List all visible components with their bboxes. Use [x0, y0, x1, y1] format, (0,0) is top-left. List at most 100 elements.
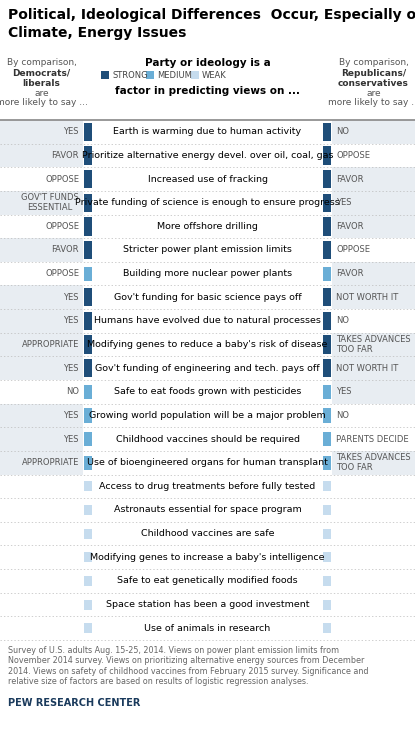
Text: Gov't funding for basic science pays off: Gov't funding for basic science pays off	[114, 293, 301, 302]
FancyBboxPatch shape	[332, 333, 415, 357]
Text: Childhood vaccines should be required: Childhood vaccines should be required	[115, 434, 300, 443]
Text: YES: YES	[336, 388, 352, 397]
FancyBboxPatch shape	[0, 428, 83, 451]
FancyBboxPatch shape	[323, 123, 331, 141]
Text: WEAK: WEAK	[202, 71, 227, 79]
FancyBboxPatch shape	[0, 120, 83, 143]
Text: Survey of U.S. adults Aug. 15-25, 2014. Views on power plant emission limits fro: Survey of U.S. adults Aug. 15-25, 2014. …	[8, 646, 369, 686]
FancyBboxPatch shape	[84, 481, 92, 492]
Text: YES: YES	[63, 293, 79, 302]
Text: Modifying genes to reduce a baby's risk of disease: Modifying genes to reduce a baby's risk …	[87, 340, 328, 349]
Text: FAVOR: FAVOR	[336, 222, 364, 231]
Text: Astronauts essential for space program: Astronauts essential for space program	[114, 505, 301, 514]
FancyBboxPatch shape	[332, 286, 415, 309]
Text: OPPOSE: OPPOSE	[45, 175, 79, 183]
FancyBboxPatch shape	[323, 505, 331, 515]
FancyBboxPatch shape	[84, 624, 92, 633]
FancyBboxPatch shape	[323, 599, 331, 609]
Text: Use of animals in research: Use of animals in research	[144, 624, 271, 633]
FancyBboxPatch shape	[101, 71, 109, 79]
FancyBboxPatch shape	[323, 194, 331, 212]
FancyBboxPatch shape	[332, 191, 415, 215]
FancyBboxPatch shape	[323, 624, 331, 633]
FancyBboxPatch shape	[84, 409, 92, 422]
FancyBboxPatch shape	[323, 432, 331, 446]
FancyBboxPatch shape	[146, 71, 154, 79]
Text: By comparison,: By comparison,	[339, 58, 408, 67]
Text: FAVOR: FAVOR	[51, 151, 79, 160]
FancyBboxPatch shape	[84, 288, 92, 306]
Text: NO: NO	[336, 127, 349, 136]
Text: Private funding of science is enough to ensure progress: Private funding of science is enough to …	[75, 198, 340, 207]
FancyBboxPatch shape	[84, 336, 92, 354]
Text: PARENTS DECIDE: PARENTS DECIDE	[336, 434, 409, 443]
Text: YES: YES	[336, 198, 352, 207]
Text: Climate, Energy Issues: Climate, Energy Issues	[8, 26, 186, 40]
FancyBboxPatch shape	[84, 217, 92, 235]
Text: PEW RESEARCH CENTER: PEW RESEARCH CENTER	[8, 698, 140, 708]
Text: YES: YES	[63, 127, 79, 136]
Text: Stricter power plant emission limits: Stricter power plant emission limits	[123, 246, 292, 255]
FancyBboxPatch shape	[332, 451, 415, 474]
Text: FAVOR: FAVOR	[51, 246, 79, 255]
FancyBboxPatch shape	[323, 576, 331, 586]
Text: Access to drug treatments before fully tested: Access to drug treatments before fully t…	[99, 482, 316, 491]
FancyBboxPatch shape	[0, 333, 83, 357]
Text: Space station has been a good investment: Space station has been a good investment	[106, 600, 309, 609]
Text: FAVOR: FAVOR	[336, 269, 364, 278]
Text: Safe to eat genetically modified foods: Safe to eat genetically modified foods	[117, 576, 298, 585]
Text: are: are	[34, 89, 49, 98]
Text: TAKES ADVANCES
TOO FAR: TAKES ADVANCES TOO FAR	[336, 335, 410, 354]
Text: MEDIUM: MEDIUM	[157, 71, 192, 79]
FancyBboxPatch shape	[84, 170, 92, 188]
FancyBboxPatch shape	[323, 481, 331, 492]
FancyBboxPatch shape	[84, 311, 92, 330]
Text: STRONG: STRONG	[112, 71, 148, 79]
Text: Growing world population will be a major problem: Growing world population will be a major…	[89, 411, 326, 420]
Text: Gov't funding of engineering and tech. pays off: Gov't funding of engineering and tech. p…	[95, 363, 320, 372]
FancyBboxPatch shape	[0, 403, 83, 428]
FancyBboxPatch shape	[84, 385, 92, 399]
FancyBboxPatch shape	[84, 505, 92, 515]
FancyBboxPatch shape	[323, 170, 331, 188]
FancyBboxPatch shape	[84, 432, 92, 446]
Text: APPROPRIATE: APPROPRIATE	[22, 340, 79, 349]
Text: conservatives: conservatives	[338, 79, 409, 88]
Text: More offshore drilling: More offshore drilling	[157, 222, 258, 231]
Text: liberals: liberals	[22, 79, 61, 88]
Text: more likely to say ...: more likely to say ...	[0, 98, 88, 107]
Text: NO: NO	[336, 411, 349, 420]
Text: By comparison,: By comparison,	[7, 58, 76, 67]
Text: Earth is warming due to human activity: Earth is warming due to human activity	[113, 127, 302, 136]
Text: NO: NO	[336, 317, 349, 326]
Text: OPPOSE: OPPOSE	[45, 269, 79, 278]
FancyBboxPatch shape	[84, 455, 92, 470]
FancyBboxPatch shape	[0, 309, 83, 333]
Text: OPPOSE: OPPOSE	[45, 222, 79, 231]
FancyBboxPatch shape	[323, 455, 331, 470]
FancyBboxPatch shape	[0, 286, 83, 309]
Text: OPPOSE: OPPOSE	[336, 151, 370, 160]
Text: OPPOSE: OPPOSE	[336, 246, 370, 255]
Text: APPROPRIATE: APPROPRIATE	[22, 458, 79, 467]
FancyBboxPatch shape	[84, 576, 92, 586]
Text: NO: NO	[66, 388, 79, 397]
FancyBboxPatch shape	[323, 267, 331, 280]
Text: are: are	[366, 89, 381, 98]
FancyBboxPatch shape	[84, 241, 92, 259]
Text: Safe to eat foods grown with pesticides: Safe to eat foods grown with pesticides	[114, 388, 301, 397]
Text: Prioritize alternative energy devel. over oil, coal, gas: Prioritize alternative energy devel. ove…	[82, 151, 333, 160]
FancyBboxPatch shape	[323, 529, 331, 538]
Text: Use of bioengineered organs for human transplant: Use of bioengineered organs for human tr…	[87, 458, 328, 467]
Text: YES: YES	[63, 317, 79, 326]
FancyBboxPatch shape	[0, 357, 83, 380]
FancyBboxPatch shape	[323, 311, 331, 330]
FancyBboxPatch shape	[0, 143, 83, 167]
Text: Increased use of fracking: Increased use of fracking	[147, 175, 268, 183]
FancyBboxPatch shape	[332, 167, 415, 191]
FancyBboxPatch shape	[84, 123, 92, 141]
Text: YES: YES	[63, 434, 79, 443]
Text: Humans have evolved due to natural processes: Humans have evolved due to natural proce…	[94, 317, 321, 326]
Text: Democrats/: Democrats/	[12, 69, 71, 78]
Text: YES: YES	[63, 411, 79, 420]
